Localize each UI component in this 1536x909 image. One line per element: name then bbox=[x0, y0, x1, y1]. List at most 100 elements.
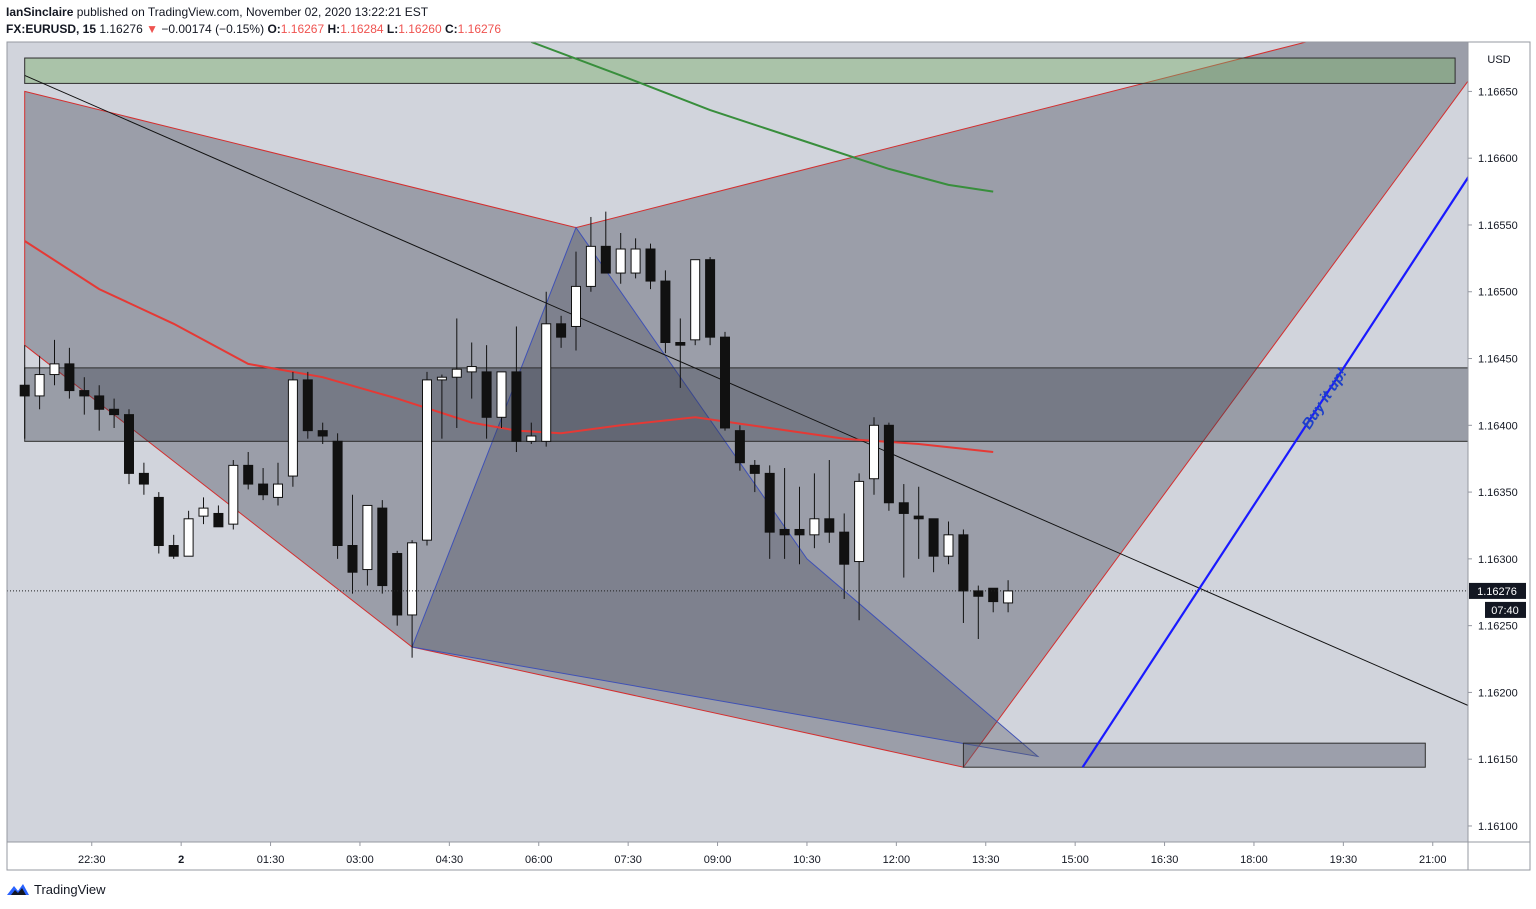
candle-body bbox=[734, 430, 745, 464]
candle-39 bbox=[600, 211, 611, 274]
candle-65 bbox=[988, 587, 999, 613]
zone-rect-2 bbox=[962, 742, 1426, 768]
y-tick-label: 1.16350 bbox=[1478, 487, 1518, 499]
y-tick-label: 1.16150 bbox=[1478, 754, 1518, 766]
trendline bbox=[24, 74, 1468, 706]
plot-area: Buy it up! bbox=[7, 42, 1468, 768]
candle-body bbox=[883, 424, 894, 504]
candle-body bbox=[988, 587, 999, 603]
candle-53 bbox=[809, 473, 820, 549]
candle-body bbox=[243, 464, 254, 485]
candle-body bbox=[34, 374, 45, 397]
moving-average-1 bbox=[530, 42, 994, 193]
candle-body bbox=[839, 531, 850, 565]
x-tick-label: 19:30 bbox=[1330, 854, 1358, 866]
candle-body bbox=[153, 496, 164, 547]
candle-46 bbox=[705, 257, 716, 346]
candle-50 bbox=[764, 465, 775, 559]
candle-3 bbox=[64, 347, 75, 399]
buy-arrow-line bbox=[1081, 175, 1468, 768]
down-arrow-icon: ▼ bbox=[146, 22, 158, 36]
candle-56 bbox=[854, 473, 865, 621]
candle-24 bbox=[377, 500, 388, 594]
candle-body bbox=[571, 285, 581, 327]
candle-2 bbox=[49, 339, 60, 386]
x-tick-label: 03:00 bbox=[346, 854, 374, 866]
low-value: 1.16260 bbox=[398, 22, 442, 36]
candle-body bbox=[675, 342, 686, 346]
candle-body bbox=[273, 483, 283, 498]
x-tick-label: 22:30 bbox=[78, 854, 106, 866]
candle-28 bbox=[436, 374, 447, 439]
candle-body bbox=[228, 464, 239, 525]
candle-26 bbox=[407, 540, 418, 658]
candle-40 bbox=[615, 232, 626, 284]
author-name[interactable]: IanSinclaire bbox=[6, 5, 74, 19]
candle-body bbox=[958, 534, 969, 592]
candle-6 bbox=[109, 398, 120, 428]
candle-8 bbox=[138, 462, 149, 495]
candle-body bbox=[168, 545, 179, 557]
candle-body bbox=[585, 245, 596, 287]
candle-body bbox=[943, 534, 954, 557]
y-tick-label: 1.16550 bbox=[1478, 220, 1518, 232]
published-text: published on TradingView.com, November 0… bbox=[76, 5, 429, 19]
candle-body bbox=[213, 512, 224, 528]
candle-body bbox=[526, 435, 537, 442]
candle-body bbox=[258, 483, 269, 496]
x-tick-label: 21:00 bbox=[1419, 854, 1447, 866]
currency-label: USD bbox=[1487, 54, 1510, 66]
candle-body bbox=[615, 248, 626, 274]
candle-body bbox=[377, 507, 388, 587]
candle-body bbox=[481, 371, 492, 418]
candle-37 bbox=[571, 251, 581, 351]
candle-52 bbox=[794, 486, 805, 565]
footer-brand[interactable]: TradingView bbox=[6, 881, 106, 897]
candle-body bbox=[109, 408, 120, 416]
candle-body bbox=[1003, 590, 1014, 604]
candle-30 bbox=[466, 342, 477, 399]
x-tick-label: 16:30 bbox=[1151, 854, 1179, 866]
candle-14 bbox=[228, 460, 239, 530]
x-tick-label: 2 bbox=[178, 854, 184, 866]
zone-rect-0 bbox=[24, 57, 1456, 84]
candle-body bbox=[451, 368, 462, 378]
candle-31 bbox=[481, 345, 492, 439]
candle-10 bbox=[168, 534, 179, 559]
price-change: −0.00174 (−0.15%) bbox=[161, 22, 265, 36]
y-tick-label: 1.16250 bbox=[1478, 621, 1518, 633]
candle-body bbox=[600, 245, 611, 274]
candle-body bbox=[928, 518, 939, 557]
close-label: C: bbox=[444, 22, 458, 36]
candle-66 bbox=[1003, 580, 1014, 613]
candle-51 bbox=[779, 468, 790, 559]
candle-18 bbox=[287, 371, 298, 487]
candle-body bbox=[824, 518, 835, 533]
candle-body bbox=[332, 440, 343, 547]
last-price-badge-label: 1.16276 bbox=[1477, 586, 1517, 598]
candle-57 bbox=[869, 417, 879, 495]
y-tick-label: 1.16300 bbox=[1478, 554, 1518, 566]
candle-body bbox=[407, 542, 418, 616]
candle-body bbox=[556, 323, 567, 338]
candle-body bbox=[705, 259, 716, 338]
x-tick-label: 15:00 bbox=[1061, 854, 1089, 866]
candle-body bbox=[79, 390, 90, 397]
candle-body bbox=[124, 414, 134, 474]
y-axis-ticks: 1.16650 1.16600 1.16550 1.16500 1.16450 1.164… bbox=[1468, 86, 1518, 833]
candle-59 bbox=[898, 484, 909, 578]
candle-33 bbox=[511, 326, 522, 453]
high-value: 1.16284 bbox=[340, 22, 384, 36]
candle-body bbox=[511, 371, 522, 442]
candle-body bbox=[392, 553, 403, 616]
candle-body bbox=[779, 528, 790, 536]
y-tick-label: 1.16100 bbox=[1478, 821, 1518, 833]
chart-frame bbox=[6, 41, 1531, 871]
candle-21 bbox=[332, 433, 343, 559]
x-tick-label: 09:00 bbox=[704, 854, 732, 866]
candle-7 bbox=[124, 409, 134, 485]
candle-20 bbox=[317, 422, 328, 445]
candle-body bbox=[362, 504, 373, 571]
candle-body bbox=[64, 363, 75, 392]
